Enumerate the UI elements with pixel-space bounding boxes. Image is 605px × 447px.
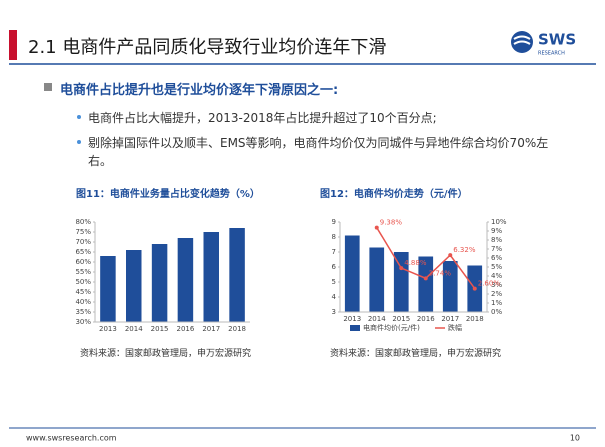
y-tick-label: 70% — [75, 238, 91, 246]
bar — [100, 256, 116, 322]
x-tick-label: 2015 — [151, 325, 169, 333]
data-label: 2.60% — [478, 280, 501, 288]
heading: 电商件占比提升也是行业均价逐年下滑原因之一: — [60, 83, 339, 98]
chart-title: 图12：电商件均价走势（元/件） — [320, 189, 468, 200]
x-tick-label: 2014 — [368, 315, 386, 323]
y-tick-label: 60% — [75, 258, 91, 266]
bullet: 电商件占比大幅提升，2013-2018年占比提升超过了10个百分点; — [88, 111, 437, 125]
bullet-dot — [77, 115, 81, 119]
y-tick-label: 50% — [75, 278, 91, 286]
data-label: 3.74% — [429, 269, 452, 277]
title-accent — [9, 30, 17, 60]
slide-title: 2.1 电商件产品同质化导致行业均价连年下滑 — [28, 37, 387, 58]
data-label: 9.38% — [380, 219, 403, 227]
y-tick-label: 55% — [75, 268, 91, 276]
point — [423, 276, 428, 281]
bullet: 剔除掉国际件以及顺丰、EMS等影响，电商件均价仅为同城件与异地件综合均价70%左… — [88, 136, 549, 168]
legend-swatch — [350, 325, 360, 331]
logo-wave — [513, 35, 531, 45]
bar — [229, 228, 245, 322]
y-tick-label: 0% — [491, 308, 502, 316]
y-tick-label: 10% — [491, 218, 507, 226]
y-tick-label: 9 — [332, 218, 336, 226]
y-tick-label: 65% — [75, 248, 91, 256]
y-tick-label: 7% — [491, 245, 502, 253]
data-label: 4.88% — [404, 259, 427, 267]
point — [448, 253, 453, 258]
x-tick-label: 2015 — [392, 315, 410, 323]
y-tick-label: 2% — [491, 290, 502, 298]
bar — [203, 232, 219, 322]
y-tick-label: 6 — [332, 263, 337, 271]
y-tick-label: 5 — [332, 278, 336, 286]
y-tick-label: 3 — [332, 308, 336, 316]
x-tick-label: 2017 — [202, 325, 220, 333]
y-tick-label: 8 — [332, 233, 336, 241]
page-number: 10 — [570, 434, 580, 443]
heading-bullet — [44, 83, 52, 91]
bar — [418, 256, 434, 312]
bar — [151, 244, 168, 322]
y-tick-label: 35% — [75, 308, 91, 316]
source: 资料来源：国家邮政管理局，申万宏源研究 — [80, 349, 252, 359]
point — [374, 225, 379, 230]
y-tick-label: 8% — [491, 236, 502, 244]
bar — [344, 235, 360, 312]
y-tick-label: 45% — [75, 288, 91, 296]
logo-text: SWS — [538, 31, 576, 49]
data-label: 6.32% — [453, 246, 476, 254]
y-tick-label: 9% — [491, 227, 502, 235]
x-tick-label: 2013 — [99, 325, 117, 333]
source: 资料来源：国家邮政管理局，申万宏源研究 — [330, 349, 502, 359]
bullet-dot — [77, 140, 81, 144]
legend-label: 电商件均价(元/件) — [363, 323, 420, 332]
y-tick-label: 40% — [75, 298, 91, 306]
point — [399, 266, 404, 271]
y-tick-label: 5% — [491, 263, 502, 271]
legend-label: 跌幅 — [448, 323, 462, 332]
x-tick-label: 2014 — [125, 325, 143, 333]
chart-title: 图11：电商件业务量占比变化趋势（%） — [76, 189, 260, 200]
y-tick-label: 4% — [491, 272, 502, 280]
x-tick-label: 2016 — [417, 315, 435, 323]
bar — [177, 238, 194, 322]
footer: www.swsresearch.com — [26, 434, 117, 443]
y-tick-label: 6% — [491, 254, 502, 262]
y-tick-label: 80% — [75, 218, 91, 226]
y-tick-label: 1% — [491, 299, 502, 307]
x-tick-label: 2018 — [228, 325, 246, 333]
point — [472, 286, 477, 291]
bar — [369, 247, 385, 312]
y-tick-label: 30% — [75, 318, 91, 326]
x-tick-label: 2016 — [177, 325, 195, 333]
y-tick-label: 7 — [332, 248, 336, 256]
x-tick-label: 2017 — [441, 315, 459, 323]
y-tick-label: 3% — [491, 281, 502, 289]
x-tick-label: 2018 — [466, 315, 484, 323]
bar — [393, 252, 409, 312]
y-tick-label: 75% — [75, 228, 91, 236]
bar — [126, 250, 142, 322]
bar — [442, 261, 458, 312]
logo-sub: RESEARCH — [538, 51, 565, 57]
y-tick-label: 4 — [332, 293, 337, 301]
x-tick-label: 2013 — [343, 315, 361, 323]
